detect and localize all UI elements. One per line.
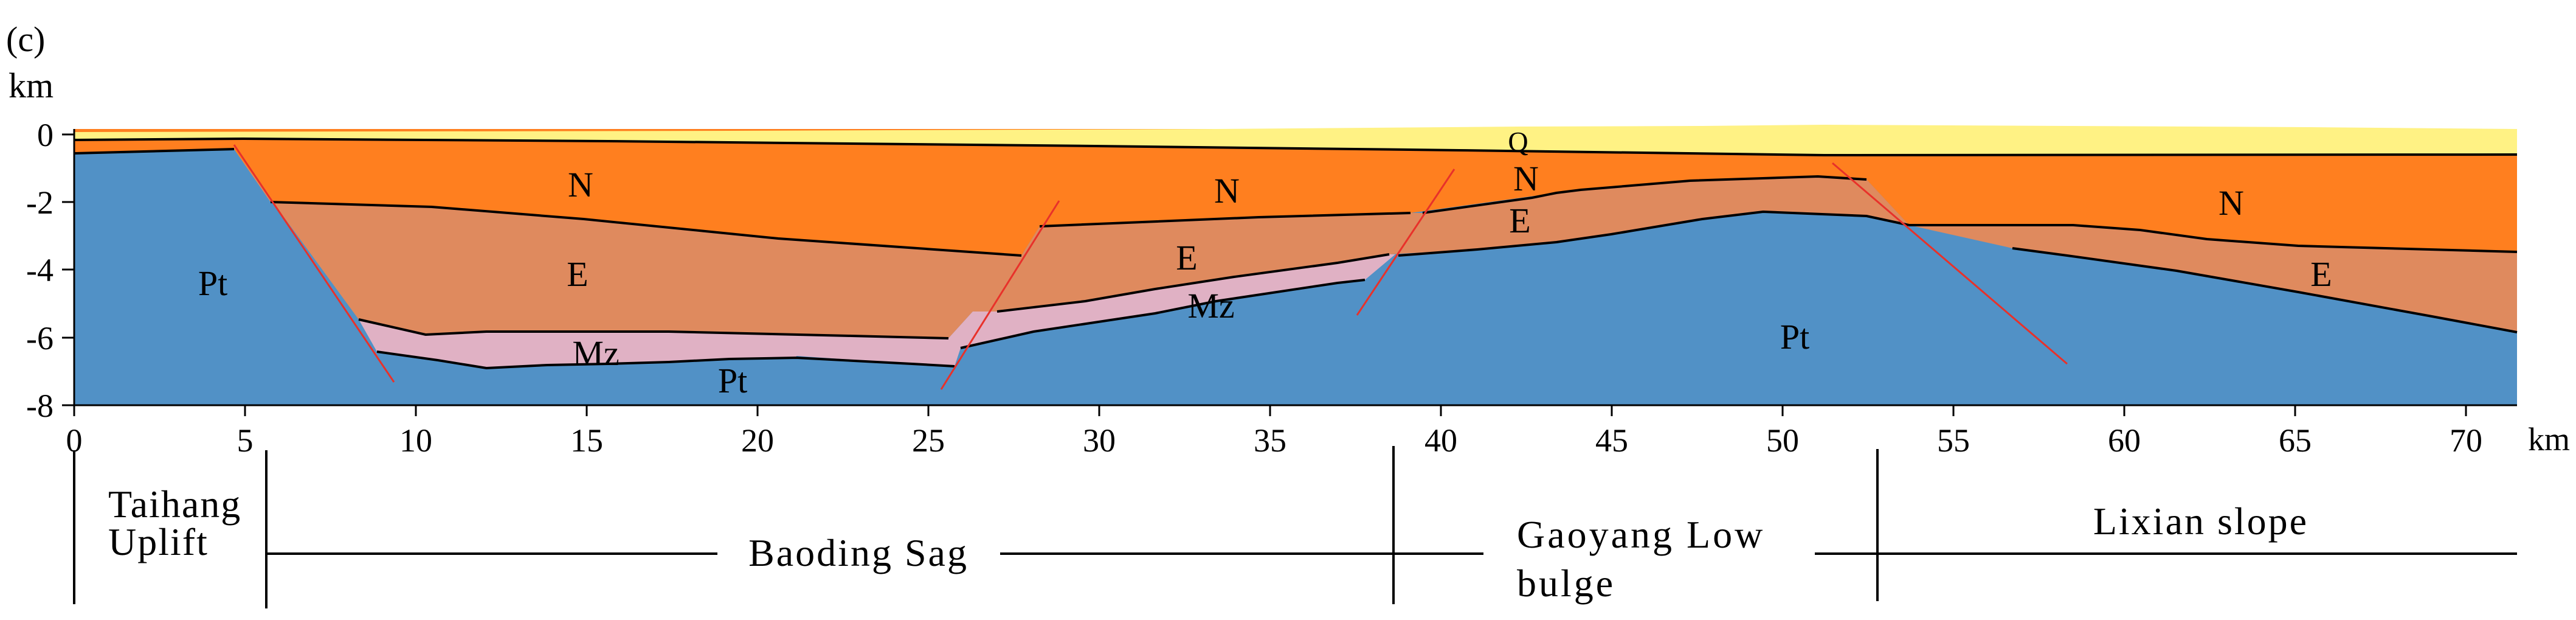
depth-tick-0: 0 xyxy=(37,117,54,153)
layer-q xyxy=(74,125,2517,155)
depth-tick-8: -8 xyxy=(26,388,54,424)
distance-axis: 0 5 10 15 20 25 30 35 40 45 50 55 60 65 70 km xyxy=(66,404,2570,459)
fault-taihang xyxy=(233,144,395,383)
label-pt-left: Pt xyxy=(198,263,227,303)
depth-tick-4: -4 xyxy=(26,252,54,288)
horizon-q-base xyxy=(74,137,2518,157)
depth-axis: 0 -2 -4 -6 -8 km xyxy=(9,66,75,424)
label-q: Q xyxy=(1508,126,1528,157)
horizon-e-base-left xyxy=(358,318,949,340)
layer-mz xyxy=(359,254,1395,368)
label-n-left: N xyxy=(568,165,593,204)
zone-taihang-line1: Taihang xyxy=(108,482,241,526)
depth-tick-6: -6 xyxy=(26,320,54,357)
horizon-mz-base-mid xyxy=(960,279,1366,349)
label-n-high: N xyxy=(1513,159,1539,198)
horizon-n-base-high xyxy=(1422,175,1867,214)
layer-n xyxy=(74,129,2517,256)
label-e-left: E xyxy=(567,254,588,294)
horizon-mz-base-left xyxy=(376,350,955,370)
distance-tick-20: 20 xyxy=(741,422,774,459)
horizon-basement-left xyxy=(74,148,235,155)
distance-tick-40: 40 xyxy=(1424,422,1457,459)
label-e-mid: E xyxy=(1176,238,1197,277)
distance-tick-5: 5 xyxy=(237,422,254,459)
panel-label: (c) xyxy=(6,19,45,59)
label-mz-mid: Mz xyxy=(1187,286,1234,326)
label-pt-sag: Pt xyxy=(718,361,747,400)
fault-lixian xyxy=(1832,162,2068,365)
zone-gaoyang-line2: bulge xyxy=(1517,562,1615,605)
horizon-lines xyxy=(74,137,2518,370)
depth-unit: km xyxy=(9,66,54,105)
label-e-right: E xyxy=(2310,254,2332,294)
horizon-n-base-mid xyxy=(1039,212,1411,228)
label-pt-center: Pt xyxy=(1780,317,1809,357)
distance-tick-35: 35 xyxy=(1254,422,1286,459)
distance-tick-60: 60 xyxy=(2108,422,2141,459)
zone-annotations xyxy=(73,446,2517,608)
fault-gaoyang-west xyxy=(1356,169,1455,316)
distance-tick-10: 10 xyxy=(399,422,432,459)
label-n-mid: N xyxy=(1214,171,1240,211)
distance-tick-65: 65 xyxy=(2279,422,2312,459)
label-n-right: N xyxy=(2219,183,2244,223)
faults xyxy=(233,144,2068,390)
layer-e xyxy=(234,149,2517,338)
depth-tick-2: -2 xyxy=(26,184,54,221)
distance-tick-70: 70 xyxy=(2450,422,2482,459)
zone-taihang-line2: Uplift xyxy=(108,520,209,563)
zone-baoding: Baoding Sag xyxy=(748,531,969,574)
label-e-high: E xyxy=(1509,201,1530,240)
horizon-n-base-left xyxy=(270,201,1022,257)
strata-labels: Q N N N N E E E E Mz Mz Pt Pt Pt xyxy=(198,126,2332,400)
distance-tick-55: 55 xyxy=(1937,422,1970,459)
distance-tick-25: 25 xyxy=(912,422,945,459)
distance-unit: km xyxy=(2528,421,2570,458)
zone-gaoyang-line1: Gaoyang Low xyxy=(1517,513,1765,556)
distance-tick-45: 45 xyxy=(1595,422,1628,459)
horizon-mz-top-mid xyxy=(996,253,1390,313)
distance-tick-15: 15 xyxy=(570,422,603,459)
horizon-e-base-right xyxy=(2012,247,2518,333)
label-mz-left: Mz xyxy=(572,333,619,373)
distance-tick-50: 50 xyxy=(1766,422,1799,459)
horizon-basement-top xyxy=(1398,210,1910,257)
horizon-n-base-right xyxy=(1909,224,2518,253)
fault-baoding-east xyxy=(940,200,1060,390)
zone-lixian: Lixian slope xyxy=(2093,500,2308,543)
distance-tick-30: 30 xyxy=(1083,422,1116,459)
